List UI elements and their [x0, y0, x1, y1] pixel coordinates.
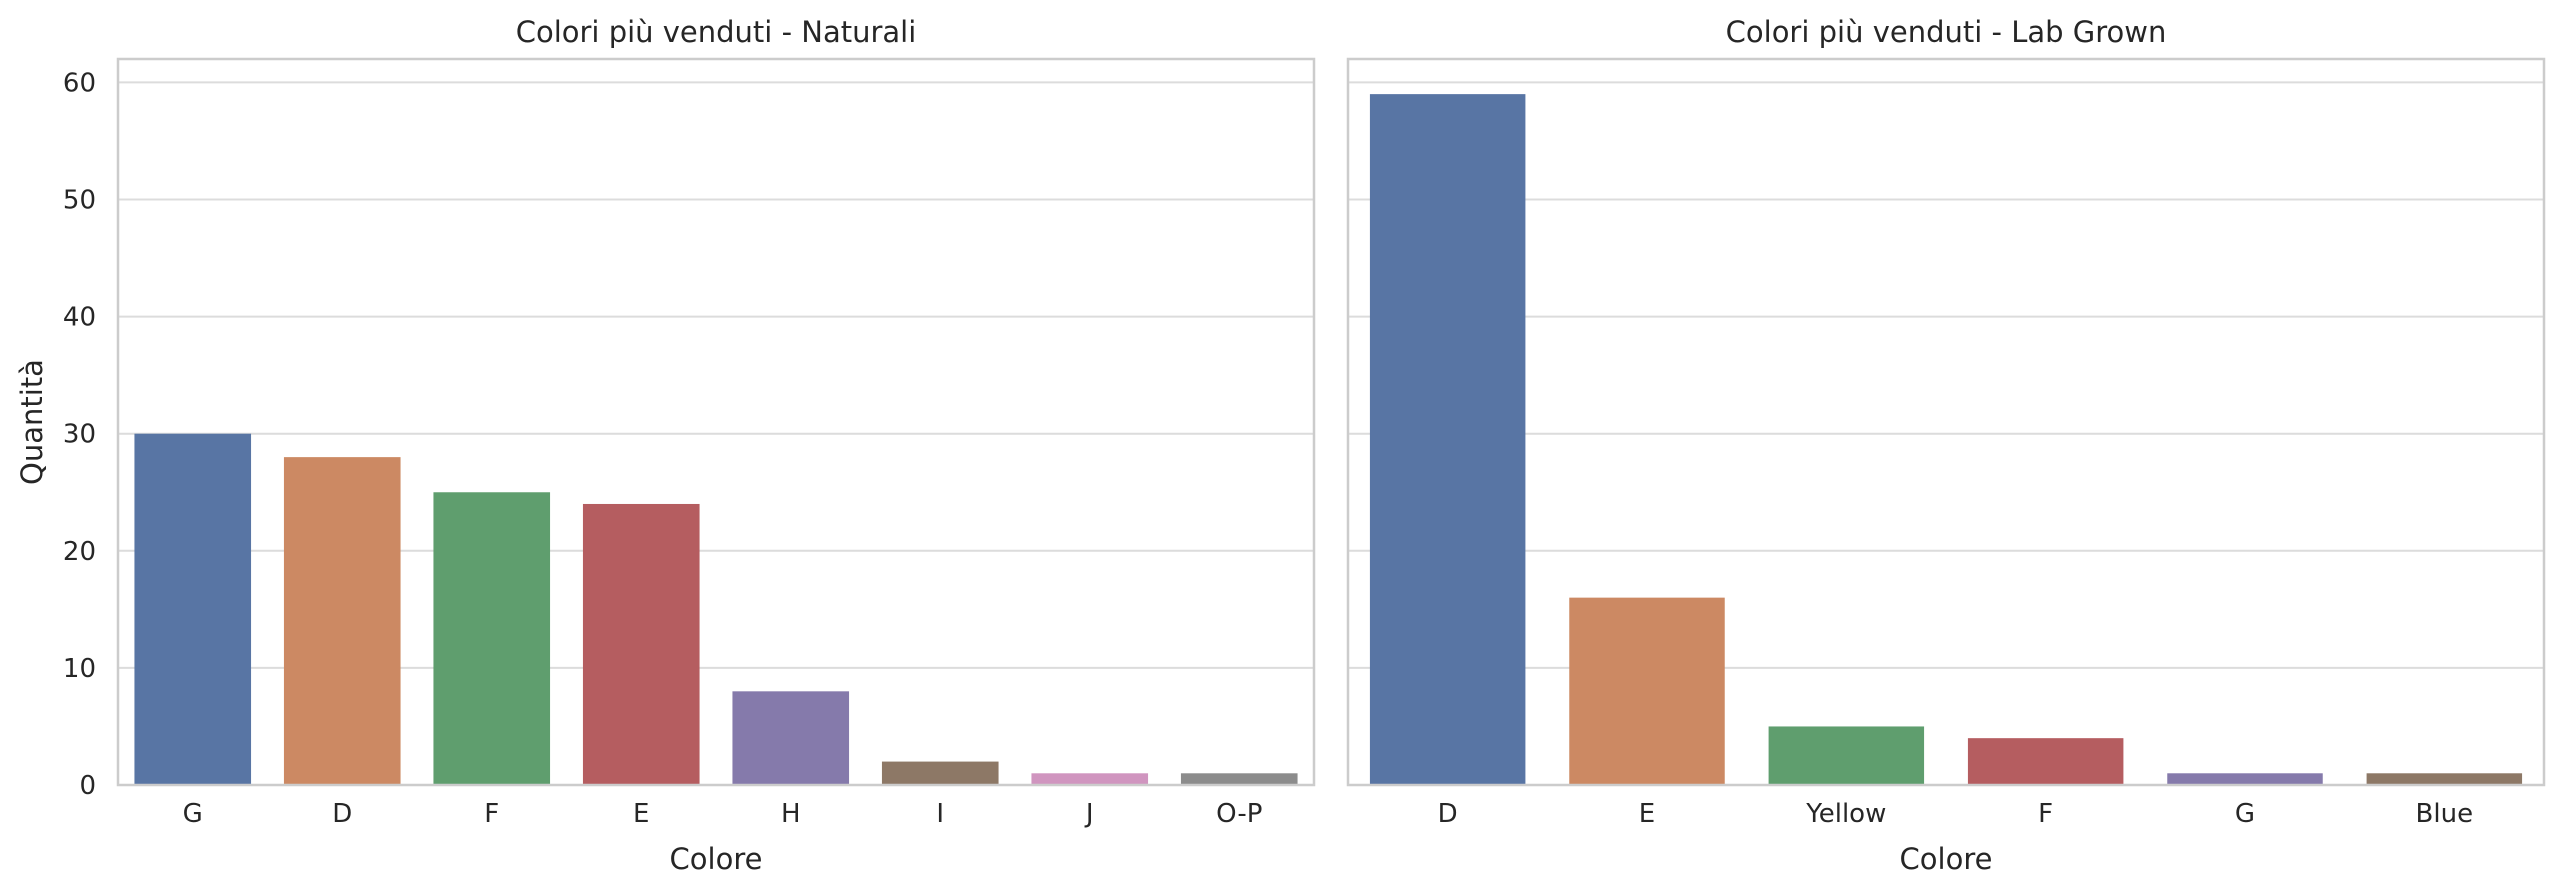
y-tick-label: 0 [79, 771, 96, 801]
x-tick-label: D [1438, 799, 1458, 829]
chart-lab-grown: D E Yellow F G Blue Colori più venduti - Lab G… [1346, 15, 2546, 876]
y-axis-label: Quantità [15, 359, 49, 485]
axes-frame [1346, 57, 2546, 787]
chart-title: Colori più venduti - Lab Grown [1726, 15, 2167, 49]
x-tick-label: I [936, 799, 944, 829]
x-tick-label: G [2235, 799, 2255, 829]
bar-f [433, 492, 551, 785]
axes-frame [116, 57, 1316, 787]
bar-j [1031, 773, 1149, 785]
x-tick-label: E [1639, 799, 1655, 829]
y-tick-label: 30 [63, 420, 96, 450]
y-tick-label: 20 [63, 537, 96, 567]
x-axis-label: Colore [670, 842, 763, 876]
x-tick-label: D [332, 799, 352, 829]
bar-h [732, 691, 850, 785]
x-tick-label: F [2038, 799, 2053, 829]
x-axis-label: Colore [1900, 842, 1993, 876]
x-tick-label: J [1084, 799, 1094, 829]
bar-g [134, 433, 252, 785]
x-tick-label: Blue [2416, 799, 2474, 829]
x-tick-label: Yellow [1805, 799, 1886, 829]
chart-naturali: G D F E H I J O-P 0 10 20 30 40 50 60 Colori più vendut… [15, 15, 1316, 876]
bar-i [881, 761, 999, 785]
y-tick-label: 60 [63, 68, 96, 98]
x-tick-label: G [183, 799, 203, 829]
bar-yellow [1768, 726, 1925, 785]
bar-o-p [1180, 773, 1298, 785]
x-tick-label: H [781, 799, 801, 829]
bar-d [283, 457, 401, 785]
x-tick-label: O-P [1216, 799, 1262, 829]
y-tick-label: 50 [63, 186, 96, 216]
bar-blue [2366, 773, 2523, 785]
bar-e [1569, 597, 1725, 785]
bar-d [1369, 94, 1526, 786]
chart-title: Colori più venduti - Naturali [516, 15, 917, 49]
x-tick-label: F [484, 799, 499, 829]
bar-f [1967, 738, 2124, 785]
x-tick-label: E [633, 799, 649, 829]
y-tick-label: 10 [63, 654, 96, 684]
y-tick-label: 40 [63, 303, 96, 333]
bar-e [582, 503, 700, 785]
bar-g [2167, 773, 2323, 785]
